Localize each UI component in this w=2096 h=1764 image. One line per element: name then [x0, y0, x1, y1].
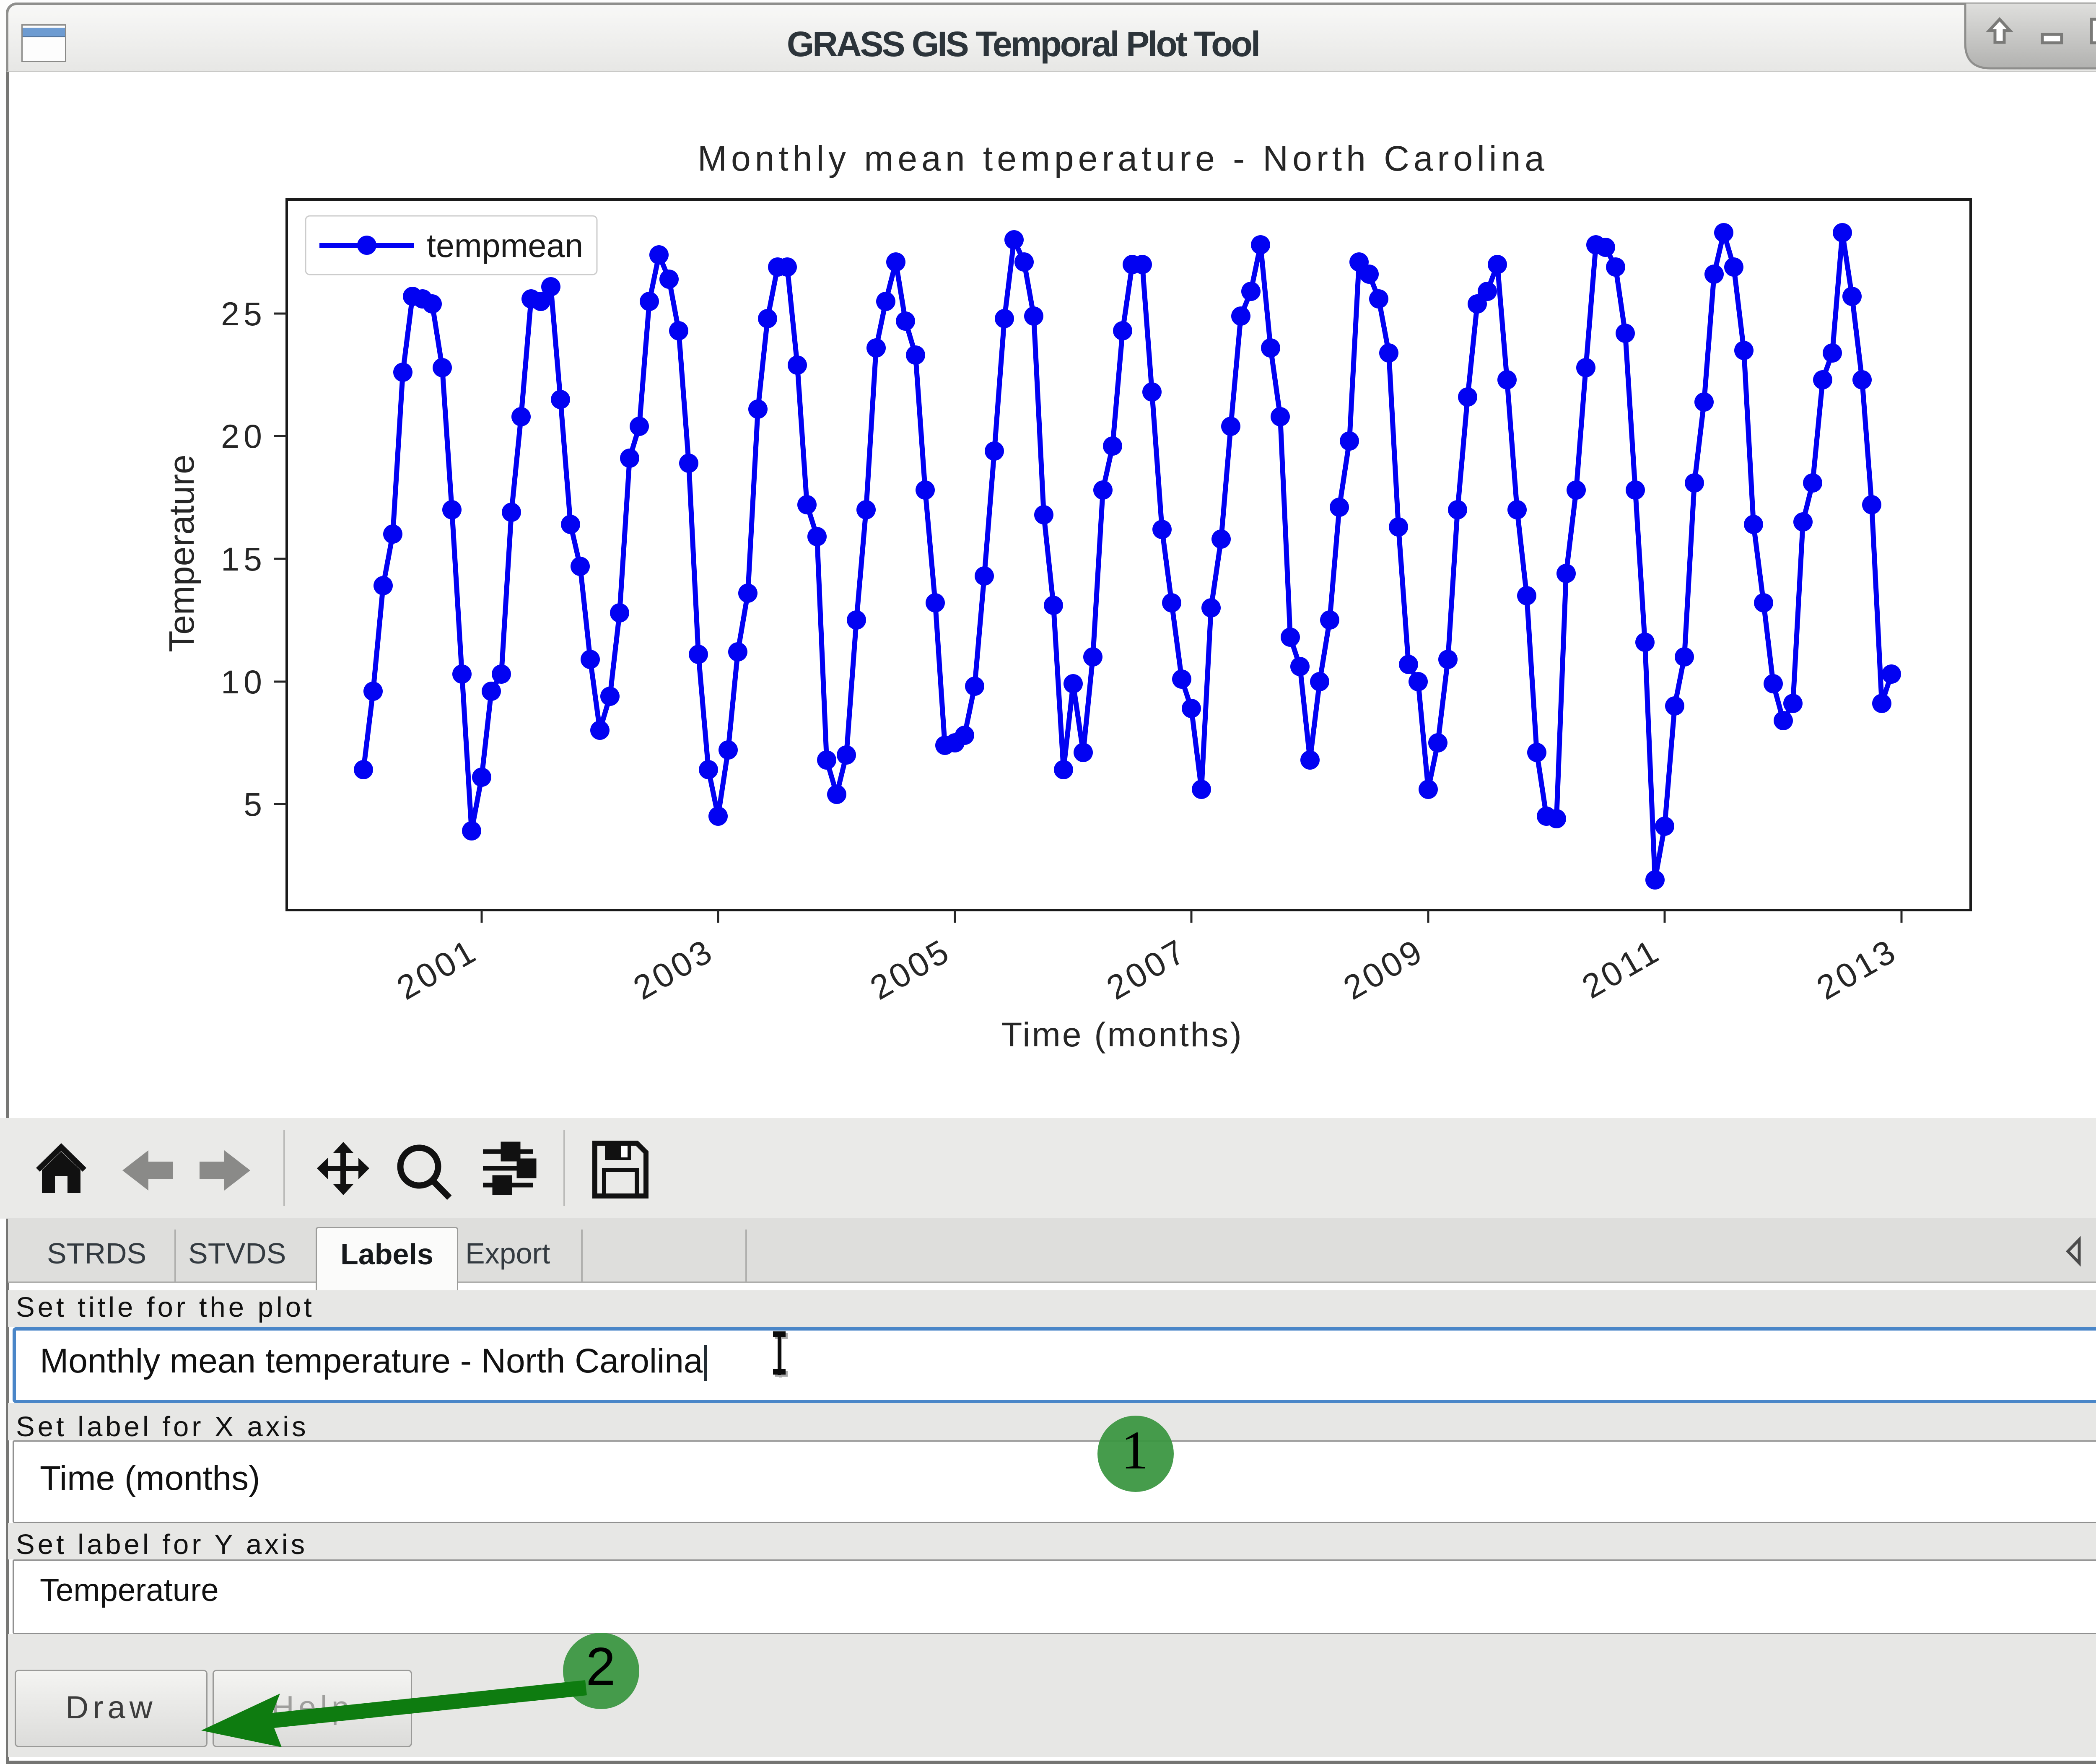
svg-text:2: 2 — [586, 1637, 616, 1696]
svg-text:20: 20 — [221, 418, 266, 455]
svg-text:10: 10 — [221, 663, 266, 700]
svg-text:25: 25 — [221, 295, 266, 332]
svg-text:tempmean: tempmean — [427, 227, 583, 264]
svg-text:5: 5 — [244, 786, 266, 823]
svg-text:Time (months): Time (months) — [1001, 1016, 1243, 1054]
svg-text:15: 15 — [221, 540, 266, 578]
svg-text:Monthly mean temperature - Nor: Monthly mean temperature - North Carolin… — [698, 139, 1549, 178]
svg-text:Temperature: Temperature — [162, 454, 201, 652]
svg-text:1: 1 — [1121, 1420, 1149, 1481]
